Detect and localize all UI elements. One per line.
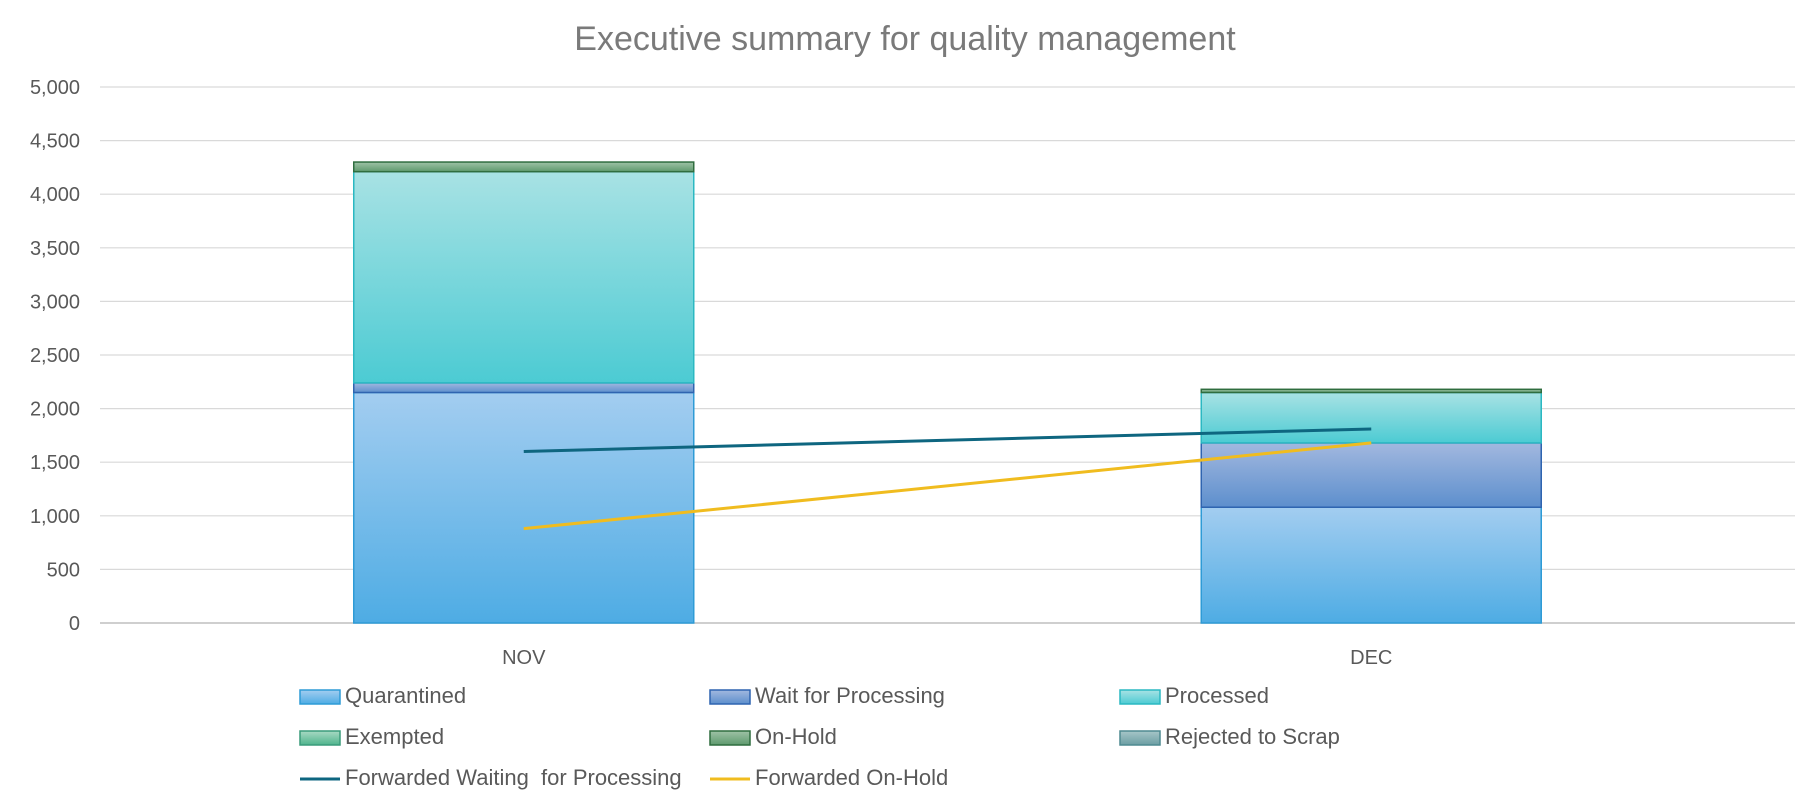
line-forwarded-waiting-for-processing <box>523 427 1372 453</box>
legend-item-wait-for-processing: Wait for Processing <box>709 683 945 708</box>
bar-segment-wait-for-processing-dec <box>1200 442 1542 508</box>
legend-swatch <box>709 689 751 705</box>
bar-segment-on-hold-nov <box>353 161 695 173</box>
legend-item-forwarded-waiting-for-processing: Forwarded Waiting for Processing <box>300 765 682 790</box>
chart-title: Executive summary for quality management <box>574 20 1236 58</box>
legend-label: Exempted <box>345 724 444 749</box>
legend-label: Wait for Processing <box>755 683 945 708</box>
legend-label: Processed <box>1165 683 1269 708</box>
bar-stacks <box>353 161 1542 624</box>
bar-segment-wait-for-processing-nov <box>353 382 695 394</box>
y-tick-label: 2,000 <box>30 399 80 421</box>
y-tick-label: 3,500 <box>30 238 80 260</box>
y-tick-label: 4,000 <box>30 184 80 206</box>
y-tick-label: 1,000 <box>30 506 80 528</box>
legend-swatch <box>709 730 751 746</box>
bar-segment-quarantined-dec <box>1200 506 1542 624</box>
bar-segment-processed-nov <box>353 170 695 384</box>
legend-item-processed: Processed <box>1119 683 1269 708</box>
y-tick-label: 500 <box>47 559 80 581</box>
bar-segment-on-hold-dec <box>1200 388 1542 394</box>
legend-label: Rejected to Scrap <box>1165 724 1340 749</box>
legend-item-quarantined: Quarantined <box>299 683 466 708</box>
line-forwarded-on-hold <box>523 441 1372 531</box>
legend: Quarantined Wait for Processing Processed E… <box>299 683 1340 790</box>
legend-item-exempted: Exempted <box>299 724 444 749</box>
y-tick-label: 3,000 <box>30 291 80 313</box>
legend-item-rejected-to-scrap: Rejected to Scrap <box>1119 724 1340 749</box>
x-tick-label: DEC <box>1350 647 1392 669</box>
legend-swatch <box>1119 689 1161 705</box>
legend-label: On-Hold <box>755 724 837 749</box>
y-tick-label: 4,500 <box>30 131 80 153</box>
x-tick-label: NOV <box>502 647 546 669</box>
y-axis-tick-labels: 0 500 1,000 1,500 2,000 2,500 3,000 3,500 4,000 4… <box>30 77 80 635</box>
bar-segment-quarantined-nov <box>353 391 695 624</box>
legend-swatch <box>299 689 341 705</box>
line-series <box>523 427 1372 531</box>
legend-label: Forwarded On-Hold <box>755 765 948 790</box>
y-tick-label: 5,000 <box>30 77 80 99</box>
x-axis-tick-labels: NOV DEC <box>502 647 1392 669</box>
legend-item-forwarded-on-hold: Forwarded On-Hold <box>710 765 948 790</box>
y-tick-label: 0 <box>69 613 80 635</box>
y-tick-label: 1,500 <box>30 452 80 474</box>
legend-item-on-hold: On-Hold <box>709 724 837 749</box>
legend-swatch <box>299 730 341 746</box>
legend-label: Quarantined <box>345 683 466 708</box>
legend-label: Forwarded Waiting for Processing <box>345 765 682 790</box>
legend-swatch <box>1119 730 1161 746</box>
y-tick-label: 2,500 <box>30 345 80 367</box>
bar-segment-processed-dec <box>1200 391 1542 444</box>
